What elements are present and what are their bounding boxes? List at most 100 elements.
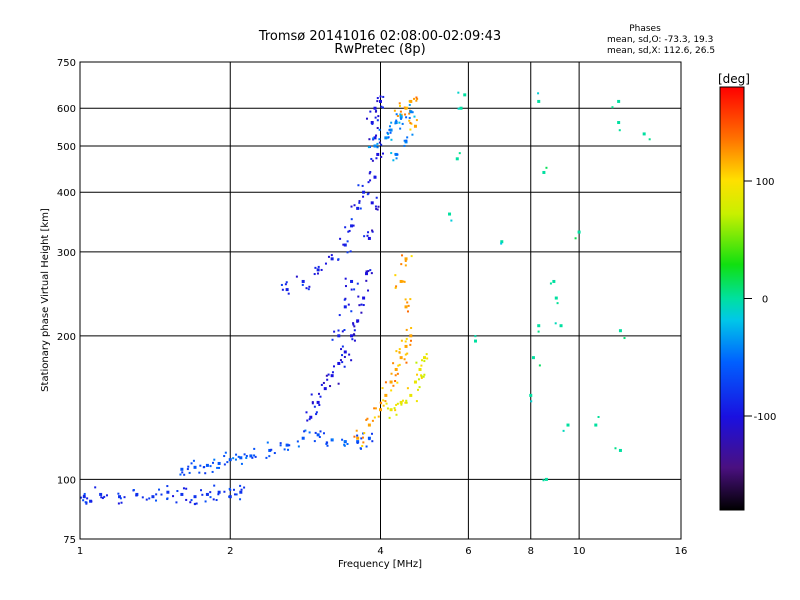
data-point	[352, 333, 355, 336]
data-point	[393, 109, 396, 112]
data-point	[228, 495, 231, 498]
data-point	[344, 285, 347, 288]
data-point	[346, 442, 349, 445]
data-point	[542, 170, 546, 174]
data-point	[341, 438, 344, 441]
data-point	[215, 499, 218, 502]
data-point	[285, 281, 288, 284]
data-point	[337, 329, 340, 332]
data-point	[314, 431, 317, 434]
data-point	[315, 411, 318, 414]
data-point	[377, 205, 380, 208]
data-point	[409, 334, 413, 338]
data-point	[186, 468, 189, 471]
data-point	[285, 443, 289, 447]
data-point	[409, 298, 412, 301]
data-point	[415, 99, 418, 102]
data-point	[556, 302, 559, 305]
data-point	[353, 435, 356, 438]
data-point	[322, 381, 325, 384]
data-point	[388, 128, 391, 131]
data-point	[554, 296, 558, 300]
data-point	[308, 431, 311, 434]
data-point	[363, 235, 366, 238]
data-point	[574, 237, 577, 240]
data-point	[388, 416, 391, 419]
data-point	[395, 119, 398, 122]
data-point	[305, 287, 308, 290]
data-point	[404, 113, 407, 116]
data-point	[386, 407, 389, 410]
data-point	[330, 254, 333, 257]
data-point	[390, 389, 393, 392]
data-point	[394, 286, 397, 289]
data-point	[330, 374, 334, 378]
data-point	[405, 328, 408, 331]
data-point	[531, 356, 535, 360]
data-point	[388, 125, 391, 128]
data-point	[406, 387, 409, 390]
data-point	[361, 444, 364, 447]
data-point	[350, 359, 353, 362]
data-point	[307, 288, 310, 291]
data-point	[82, 495, 86, 499]
data-point	[362, 304, 365, 307]
data-point	[362, 432, 365, 435]
data-point	[384, 400, 387, 403]
data-point	[371, 122, 374, 125]
data-point	[201, 493, 204, 496]
data-point	[365, 270, 368, 273]
data-point	[404, 260, 407, 263]
y-tick-label: 300	[57, 248, 76, 259]
x-tick-label: 16	[675, 546, 688, 557]
y-tick-label: 100	[57, 475, 76, 486]
data-point	[229, 488, 232, 491]
data-point	[376, 127, 379, 130]
data-point	[283, 448, 286, 451]
data-point	[395, 157, 398, 160]
data-point	[296, 440, 299, 443]
data-point	[371, 419, 374, 422]
data-point	[118, 495, 122, 499]
data-point	[316, 268, 320, 272]
data-point	[239, 498, 242, 501]
data-point	[347, 303, 350, 306]
data-point	[618, 129, 621, 132]
colorbar-label: [deg]	[718, 72, 750, 86]
data-point	[368, 145, 371, 148]
data-point	[356, 436, 360, 440]
data-point	[423, 373, 426, 376]
data-point	[337, 334, 341, 338]
data-point	[309, 415, 313, 419]
data-point	[341, 361, 344, 364]
data-point	[339, 359, 342, 362]
data-point	[367, 423, 371, 427]
data-point	[409, 393, 413, 397]
data-point	[458, 152, 461, 155]
data-point	[368, 172, 371, 175]
data-point	[577, 230, 581, 234]
data-point	[270, 448, 273, 451]
data-point	[409, 128, 412, 131]
data-point	[338, 314, 341, 317]
data-point	[387, 136, 390, 139]
data-point	[375, 196, 378, 199]
data-point	[420, 374, 423, 377]
data-point	[175, 501, 178, 504]
data-point	[379, 408, 382, 412]
data-point	[204, 500, 207, 503]
data-point	[368, 138, 371, 141]
data-point	[176, 490, 179, 493]
data-point	[379, 99, 382, 103]
data-point	[185, 487, 188, 490]
data-point	[361, 436, 364, 439]
colorbar-tick-label: 100	[755, 177, 774, 188]
data-point	[239, 456, 243, 460]
data-point	[362, 195, 365, 198]
data-point	[356, 206, 360, 210]
data-point	[409, 99, 413, 103]
data-point	[374, 205, 377, 208]
data-point	[284, 283, 287, 286]
data-point	[413, 124, 417, 128]
data-point	[538, 364, 541, 367]
